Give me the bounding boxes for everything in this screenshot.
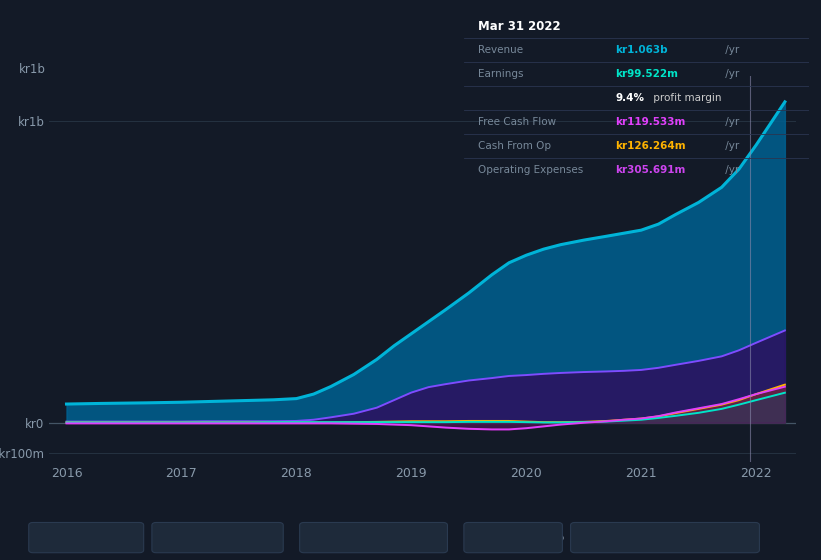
Text: /yr: /yr: [722, 165, 740, 175]
Text: /yr: /yr: [722, 45, 740, 55]
Text: Cash From Op: Cash From Op: [478, 141, 551, 151]
Text: ●: ●: [43, 533, 53, 543]
Text: Free Cash Flow: Free Cash Flow: [327, 533, 405, 543]
Text: kr1b: kr1b: [19, 63, 45, 76]
Text: kr99.522m: kr99.522m: [616, 69, 679, 79]
Text: Operating Expenses: Operating Expenses: [598, 533, 703, 543]
Text: /yr: /yr: [722, 69, 740, 79]
Text: Mar 31 2022: Mar 31 2022: [478, 20, 560, 32]
Text: kr1.063b: kr1.063b: [616, 45, 668, 55]
Text: /yr: /yr: [722, 117, 740, 127]
Text: profit margin: profit margin: [650, 93, 722, 103]
Text: /yr: /yr: [722, 141, 740, 151]
Text: kr126.264m: kr126.264m: [616, 141, 686, 151]
Text: ●: ●: [585, 533, 594, 543]
Text: ●: ●: [166, 533, 176, 543]
Text: Free Cash Flow: Free Cash Flow: [478, 117, 556, 127]
Text: Revenue: Revenue: [478, 45, 523, 55]
Text: Cash From Op: Cash From Op: [491, 533, 564, 543]
Text: 9.4%: 9.4%: [616, 93, 644, 103]
Text: Revenue: Revenue: [56, 533, 101, 543]
Text: Earnings: Earnings: [478, 69, 523, 79]
Text: Earnings: Earnings: [179, 533, 224, 543]
Text: Operating Expenses: Operating Expenses: [478, 165, 583, 175]
Text: ●: ●: [478, 533, 488, 543]
Text: ●: ●: [314, 533, 323, 543]
Text: kr119.533m: kr119.533m: [616, 117, 686, 127]
Text: kr305.691m: kr305.691m: [616, 165, 686, 175]
